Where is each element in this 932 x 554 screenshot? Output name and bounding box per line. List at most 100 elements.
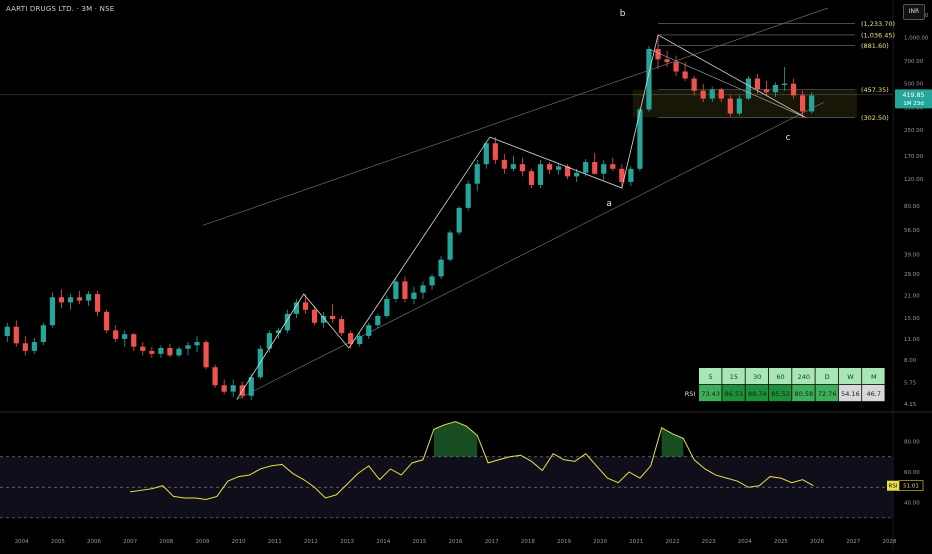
x-tick-label: 2009 [195, 539, 209, 545]
table-value-cell [722, 385, 745, 402]
candle-body [85, 294, 92, 301]
table-timeframe: 240 [798, 373, 810, 381]
level-label: (1,036.45) [861, 31, 895, 39]
y-tick-label: 500.00 [904, 82, 924, 88]
table-value: 88.74 [748, 390, 767, 398]
rsi-name: RSI [889, 484, 898, 490]
candle-body [745, 78, 751, 99]
table-header-cell [768, 368, 792, 385]
y-tick-label: 5.75 [904, 380, 917, 386]
x-tick-label: 2006 [87, 539, 101, 545]
x-tick-label: 2016 [449, 539, 463, 545]
candle-body [293, 302, 300, 314]
table-header-cell [745, 368, 769, 385]
rsi-line [130, 421, 814, 500]
x-tick-label: 2004 [15, 539, 29, 545]
wave-lines: a b c [236, 9, 807, 400]
candle-body [330, 315, 336, 320]
x-tick-label: 2015 [412, 539, 426, 545]
candle-body [510, 164, 516, 169]
candle-body [583, 161, 589, 173]
table-value-cell [768, 385, 792, 402]
table-timeframe: W [847, 373, 854, 381]
candle-body [429, 276, 435, 286]
x-tick-label: 2028 [882, 539, 896, 545]
candle-body [519, 164, 526, 172]
y-tick-label: 39.00 [904, 252, 920, 258]
x-tick-label: 2011 [268, 539, 282, 545]
x-tick-label: 2025 [774, 539, 788, 545]
time-axis: 2004 2005 2006 2007 2008 2009 2010 2011 2012 2013… [15, 539, 897, 545]
candle-body [474, 164, 480, 184]
rsi-table: RSI 5 73.43 15 86.51 30 88.74 60 85.52 240 80.58 D 7… [680, 368, 885, 402]
table-value-cell [815, 385, 838, 402]
rsi-tick-label: 80.00 [904, 439, 920, 445]
candle-body [610, 164, 616, 169]
table-timeframe: 15 [730, 373, 738, 381]
candle-body [402, 281, 408, 299]
x-tick-label: 2005 [51, 539, 65, 545]
table-header-cell [838, 368, 862, 385]
candle-body [682, 71, 688, 79]
candle-body [447, 232, 453, 260]
candle-body [221, 385, 227, 392]
table-timeframe: 60 [776, 373, 784, 381]
table-header-cell [862, 368, 885, 385]
candle-body [248, 377, 254, 396]
candle-body [673, 62, 679, 72]
candle-body [266, 333, 272, 349]
table-value-cell [838, 385, 862, 402]
price-zone [632, 89, 857, 118]
candle-body [320, 315, 327, 323]
wave-label: b [620, 9, 626, 19]
candle-body [140, 346, 146, 351]
y-tick-label: 1,000.00 [904, 35, 929, 41]
candle-body [456, 207, 462, 233]
candle-body [357, 335, 363, 344]
x-tick-label: 2024 [738, 539, 752, 545]
y-tick-label: 250.00 [904, 128, 924, 134]
candle-body [58, 297, 65, 303]
candle-body [49, 297, 56, 326]
candle-body [655, 48, 661, 60]
table-header-cell [815, 368, 838, 385]
candle-body [284, 313, 291, 331]
candle-body [302, 302, 309, 310]
table-value-cell [792, 385, 815, 402]
candle-body [40, 325, 46, 343]
wave-label: c [786, 133, 791, 143]
candle-body [113, 330, 119, 339]
channel-lower [236, 101, 825, 400]
x-tick-label: 2020 [593, 539, 607, 545]
candle-body [4, 326, 10, 336]
candle-body [592, 161, 598, 174]
x-tick-label: 2022 [665, 539, 679, 545]
last-price-tag [895, 89, 932, 109]
x-tick-label: 2027 [846, 539, 860, 545]
x-tick-label: 2008 [159, 539, 173, 545]
x-tick-label: 2013 [340, 539, 354, 545]
candle-body [104, 311, 110, 331]
rsi-value: 51.01 [903, 484, 919, 490]
candle-body [194, 342, 200, 346]
candle-body [95, 294, 101, 312]
candle-body [22, 343, 28, 351]
candle-body [384, 298, 390, 316]
rsi-name-tag [887, 480, 899, 491]
candle-body [565, 166, 571, 177]
currency-button[interactable]: INR [903, 4, 925, 20]
y-tick-label: 4.15 [904, 402, 917, 408]
rsi-tick-label: 60.00 [904, 470, 920, 476]
table-value: 80.58 [795, 390, 814, 398]
x-tick-label: 2026 [810, 539, 824, 545]
candle-body [664, 59, 670, 63]
y-tick-label: 700.00 [904, 59, 924, 65]
candle-body [339, 319, 345, 334]
candle-body [637, 109, 643, 169]
level-label: (881.60) [861, 42, 889, 50]
last-price-value: 419.85 [902, 92, 924, 99]
y-tick-label: 56.00 [904, 228, 920, 234]
candle-body [411, 292, 417, 299]
x-tick-label: 2019 [557, 539, 571, 545]
